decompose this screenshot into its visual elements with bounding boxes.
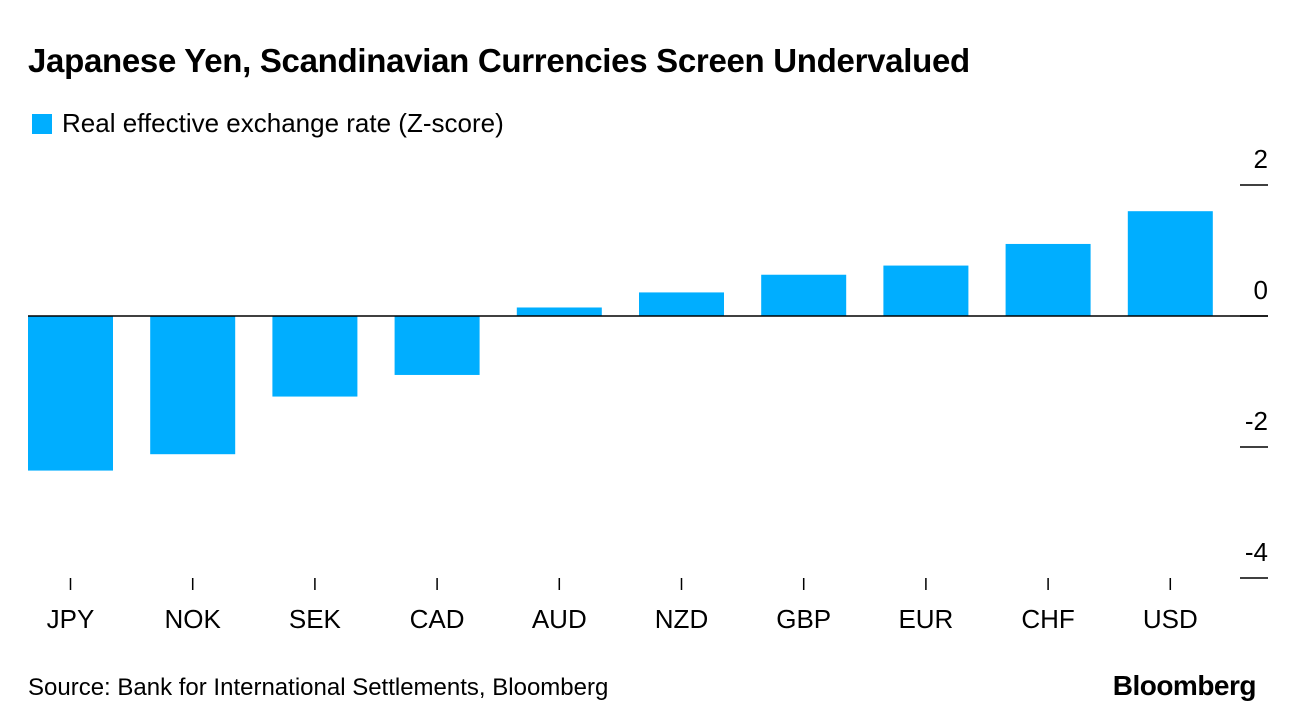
bar-sek bbox=[272, 316, 358, 397]
x-tick-label: GBP bbox=[776, 604, 831, 634]
x-tick-label: CHF bbox=[1021, 604, 1074, 634]
bar-aud bbox=[516, 307, 602, 316]
x-tick-label: CAD bbox=[410, 604, 465, 634]
x-tick-label: SEK bbox=[289, 604, 342, 634]
x-tick-label: EUR bbox=[898, 604, 953, 634]
y-tick-label: -4 bbox=[1245, 537, 1268, 567]
chart-title: Japanese Yen, Scandinavian Currencies Sc… bbox=[28, 42, 970, 79]
x-tick-label: JPY bbox=[47, 604, 95, 634]
bar-gbp bbox=[761, 274, 847, 316]
bar-usd bbox=[1127, 211, 1213, 316]
y-tick-label: 0 bbox=[1254, 275, 1268, 305]
legend-label: Real effective exchange rate (Z-score) bbox=[62, 108, 504, 138]
legend-swatch bbox=[32, 113, 52, 134]
bar-cad bbox=[394, 316, 480, 375]
bar-jpy bbox=[28, 316, 113, 471]
y-tick-label: -2 bbox=[1245, 406, 1268, 436]
x-tick-label: NOK bbox=[165, 604, 222, 634]
x-tick-label: AUD bbox=[532, 604, 587, 634]
bar-eur bbox=[883, 265, 969, 316]
bloomberg-logo: Bloomberg bbox=[1112, 670, 1257, 701]
bar-nzd bbox=[639, 292, 724, 316]
source-note: Source: Bank for International Settlemen… bbox=[28, 674, 609, 701]
y-tick-label: 2 bbox=[1254, 144, 1268, 174]
bar-chf bbox=[1005, 243, 1091, 316]
x-tick-label: NZD bbox=[655, 604, 708, 634]
legend: Real effective exchange rate (Z-score) bbox=[32, 108, 504, 139]
bar-nok bbox=[150, 316, 236, 455]
x-tick-label: USD bbox=[1143, 604, 1198, 634]
